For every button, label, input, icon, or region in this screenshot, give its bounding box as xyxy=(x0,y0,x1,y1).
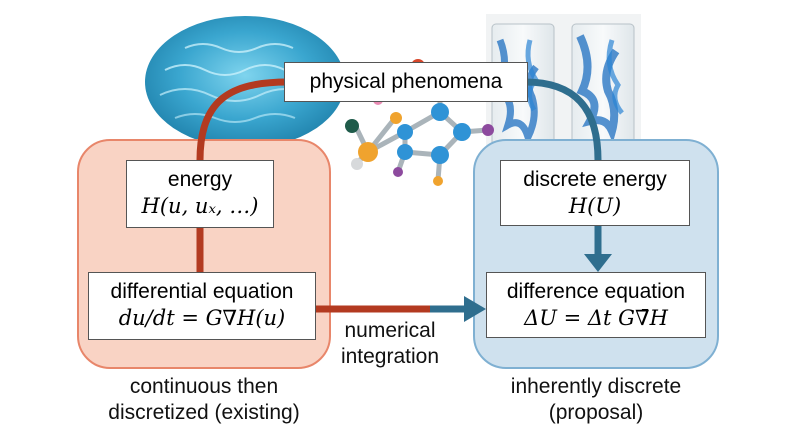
connector-phenomena-to-energy xyxy=(196,78,289,161)
arrow-label-line2: integration xyxy=(340,345,440,368)
difference-equation-title: difference equation xyxy=(506,280,686,303)
arrowhead-down xyxy=(584,254,612,272)
phenomena-label: physical phenomena xyxy=(309,70,503,93)
energy-box: energy H(u, uₓ, …) xyxy=(126,160,274,228)
difference-equation-box: difference equation ΔU = Δt G∇̄H xyxy=(486,272,706,338)
discrete-energy-title: discrete energy xyxy=(523,168,667,191)
water-image xyxy=(145,16,345,148)
arrowhead-right xyxy=(464,296,486,322)
difference-equation-formula: ΔU = Δt G∇̄H xyxy=(524,306,668,330)
arrow-phenomena-to-discrete-energy xyxy=(524,78,602,161)
numerical-integration-label: numerical integration xyxy=(322,318,458,370)
discrete-energy-formula: H(U) xyxy=(568,194,622,218)
phenomena-box: physical phenomena xyxy=(284,62,528,102)
left-caption-line1: continuous then xyxy=(129,375,279,398)
energy-title: energy xyxy=(167,168,233,191)
differential-equation-title: differential equation xyxy=(110,280,294,303)
left-caption: continuous then discretized (existing) xyxy=(78,374,330,426)
differential-equation-box: differential equation du/dt = G∇H(u) xyxy=(88,272,316,340)
right-caption-line1: inherently discrete xyxy=(510,375,682,398)
molecule-image xyxy=(345,59,494,186)
discrete-energy-box: discrete energy H(U) xyxy=(500,160,690,226)
right-caption-line2: (proposal) xyxy=(548,401,644,424)
right-caption: inherently discrete (proposal) xyxy=(474,374,718,426)
arrow-label-line1: numerical xyxy=(344,319,436,342)
energy-formula: H(u, uₓ, …) xyxy=(141,194,259,218)
differential-equation-formula: du/dt = G∇H(u) xyxy=(118,306,286,330)
left-caption-line2: discretized (existing) xyxy=(108,401,300,424)
